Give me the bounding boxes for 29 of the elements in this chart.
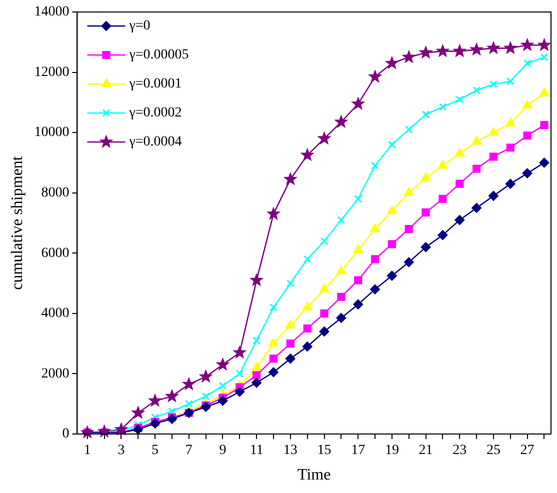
x-tick-label: 19 — [384, 443, 399, 458]
y-axis-title: cumulative shipment — [8, 156, 26, 290]
y-tick-label: 2000 — [41, 366, 70, 382]
legend-label: γ=0.0001 — [128, 76, 182, 92]
y-tick-label: 6000 — [41, 246, 70, 261]
x-tick-label: 3 — [118, 443, 125, 458]
x-tick-label: 21 — [418, 443, 433, 458]
x-axis-title: Time — [298, 466, 331, 484]
x-tick-label: 5 — [152, 443, 159, 458]
x-tick-label: 7 — [185, 443, 192, 458]
x-tick-label: 1 — [84, 443, 91, 458]
legend-label: γ=0.0002 — [128, 106, 182, 121]
x-tick-label: 13 — [283, 443, 298, 458]
x-tick-label: 15 — [317, 443, 332, 458]
x-tick-label: 9 — [219, 443, 226, 458]
x-tick-label: 27 — [520, 443, 534, 458]
legend-label: γ=0 — [128, 18, 150, 34]
legend-label: γ=0.0004 — [128, 134, 182, 150]
x-tick-label: 11 — [250, 443, 264, 458]
y-tick-label: 4000 — [41, 306, 70, 322]
x-tick-label: 17 — [351, 443, 366, 458]
y-tick-label: 14000 — [34, 4, 70, 20]
y-tick-label: 8000 — [41, 186, 70, 201]
legend-label: γ=0.00005 — [128, 48, 189, 63]
y-tick-label: 0 — [62, 426, 70, 442]
y-tick-label: 12000 — [34, 64, 70, 80]
x-tick-label: 23 — [452, 443, 467, 458]
x-tick-label: 25 — [486, 443, 500, 458]
y-tick-label: 10000 — [34, 125, 70, 140]
